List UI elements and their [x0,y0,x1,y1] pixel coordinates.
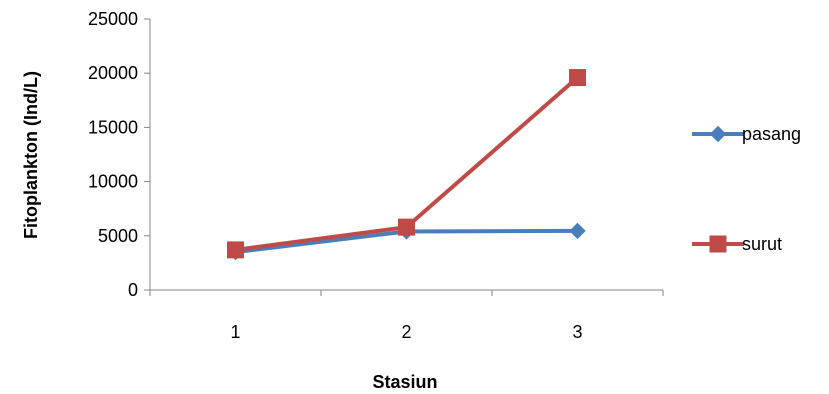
y-tick-label: 0 [128,280,138,300]
y-tick-label: 5000 [98,226,138,246]
legend-marker-surut [709,235,727,253]
legend-item-surut: surut [692,234,782,254]
data-point-pasang [569,222,586,240]
series-surut [227,69,586,259]
legend-label-pasang: pasang [742,124,801,144]
y-axis-title: Fitoplankton (Ind/L) [21,71,41,239]
x-axis: 1 2 3 [149,289,664,342]
legend: pasang surut [692,124,801,254]
legend-marker-pasang [709,125,727,143]
y-tick-label: 25000 [88,9,138,29]
x-tick-label: 1 [230,322,240,342]
data-point-surut [227,241,244,259]
y-tick-label: 10000 [88,172,138,192]
x-axis-title: Stasiun [372,372,437,392]
data-point-surut [569,69,586,87]
legend-label-surut: surut [742,234,782,254]
data-point-surut [398,218,415,236]
y-tick-label: 15000 [88,117,138,137]
y-tick-label: 20000 [88,63,138,83]
series-layer [227,69,586,261]
legend-item-pasang: pasang [692,124,801,144]
x-tick-label: 2 [401,322,411,342]
y-axis: 0 5000 10000 15000 20000 25000 [88,9,151,300]
x-tick-label: 3 [572,322,582,342]
